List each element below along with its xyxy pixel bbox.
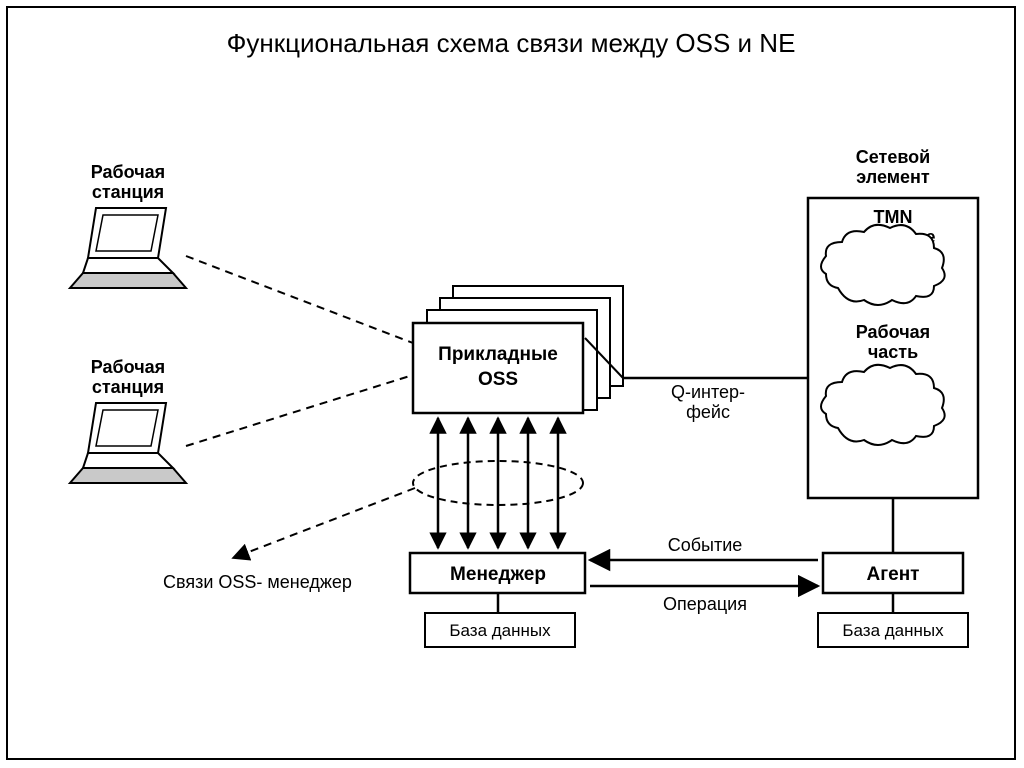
network-element: Сетевойэлемент TMNописание Рабочаячасть bbox=[808, 147, 978, 498]
operation-label: Операция bbox=[663, 594, 747, 614]
ws2-label-l2: станция bbox=[92, 377, 164, 397]
work-l2: часть bbox=[868, 342, 918, 362]
ne-outer-l1: Сетевой bbox=[856, 147, 931, 167]
svg-text:Рабочаястанция: Рабочаястанция bbox=[91, 357, 165, 397]
oss-manager-link-label: Связи OSS- менеджер bbox=[163, 488, 415, 592]
ws1-label-l1: Рабочая bbox=[91, 162, 165, 182]
ws2-label-l1: Рабочая bbox=[91, 357, 165, 377]
agent-db-label: База данных bbox=[842, 621, 944, 640]
oss-label-1: Прикладные bbox=[438, 344, 558, 365]
diagram-svg: Рабочаястанция Рабочаястанция Прикладные… bbox=[8, 8, 1018, 762]
oss-label-2: OSS bbox=[478, 369, 518, 390]
manager-agent-edges: Событие Операция bbox=[590, 535, 818, 614]
manager-node: Менеджер База данных bbox=[410, 553, 585, 647]
link-label: Связи OSS- менеджер bbox=[163, 572, 352, 592]
oss-stack: Прикладные OSS bbox=[413, 286, 623, 413]
ws1-oss-dashed bbox=[186, 256, 413, 343]
manager-db-label: База данных bbox=[449, 621, 551, 640]
svg-text:Сетевойэлемент: Сетевойэлемент bbox=[856, 147, 931, 187]
manager-label: Менеджер bbox=[450, 564, 546, 585]
svg-text:Q-интер-фейс: Q-интер-фейс bbox=[671, 382, 745, 422]
agent-node: Агент База данных bbox=[818, 553, 968, 647]
diagram-frame: Функциональная схема связи между OSS и N… bbox=[6, 6, 1016, 760]
oss-manager-arrows bbox=[438, 418, 558, 548]
ws2-oss-dashed bbox=[186, 375, 413, 446]
svg-text:Рабочаястанция: Рабочаястанция bbox=[91, 162, 165, 202]
ws1-label-l2: станция bbox=[92, 182, 164, 202]
workstation-1: Рабочаястанция bbox=[70, 162, 186, 288]
agent-label: Агент bbox=[867, 564, 920, 585]
event-label: Событие bbox=[668, 535, 743, 555]
qif-l1: Q-интер- bbox=[671, 382, 745, 402]
qif-l2: фейс bbox=[686, 402, 730, 422]
workstation-2: Рабочаястанция bbox=[70, 357, 186, 483]
work-l1: Рабочая bbox=[856, 322, 930, 342]
ne-outer-l2: элемент bbox=[856, 167, 930, 187]
